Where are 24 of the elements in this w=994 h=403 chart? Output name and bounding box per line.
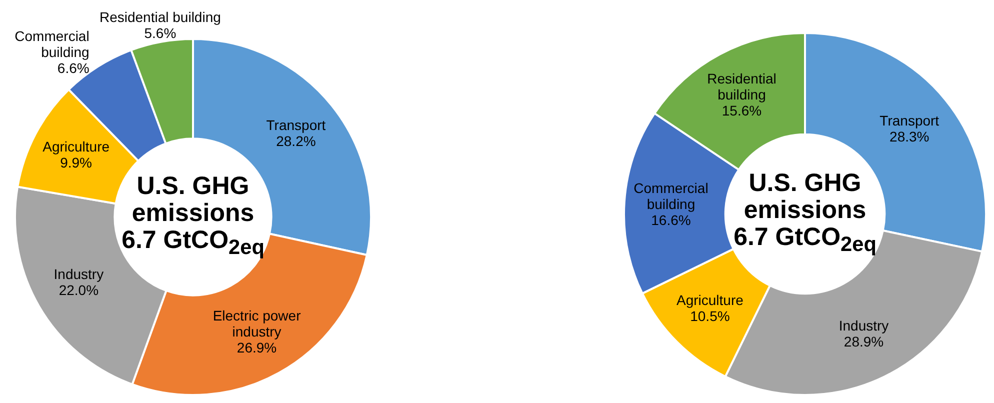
slice-label: Agriculture	[42, 138, 110, 154]
slice-label: Electric power industry	[212, 308, 302, 340]
slice-label: Commercial building	[14, 28, 90, 60]
slice-label: Industry	[838, 318, 889, 334]
data-label: 6.6%	[57, 60, 90, 76]
slice-label: Agriculture	[676, 292, 744, 308]
data-label: 26.9%	[236, 340, 277, 356]
data-label: 15.6%	[722, 102, 762, 118]
slice-label: Transport	[880, 112, 940, 128]
data-label: 28.9%	[844, 334, 884, 350]
text: U.S. GHG emissions 6.7 GtCO$_{2eq}$	[120, 172, 266, 261]
data-label: 10.5%	[690, 308, 730, 324]
slice-label: Industry	[54, 266, 104, 282]
data-label: 9.9%	[60, 154, 92, 170]
slice-label: Transport	[266, 116, 326, 133]
data-label: 28.2%	[276, 132, 316, 149]
data-label: 16.6%	[651, 212, 691, 228]
data-label: 28.3%	[890, 128, 930, 144]
text: U.S. GHG emissions 6.7 GtCO$_{2eq}$	[732, 169, 878, 258]
slice-label: Residential building	[707, 70, 776, 102]
data-label: 5.6%	[144, 24, 176, 41]
data-label: 22.0%	[58, 282, 99, 298]
slice-label: Residential building	[99, 8, 221, 25]
slice-label: Commercial building	[634, 180, 708, 212]
